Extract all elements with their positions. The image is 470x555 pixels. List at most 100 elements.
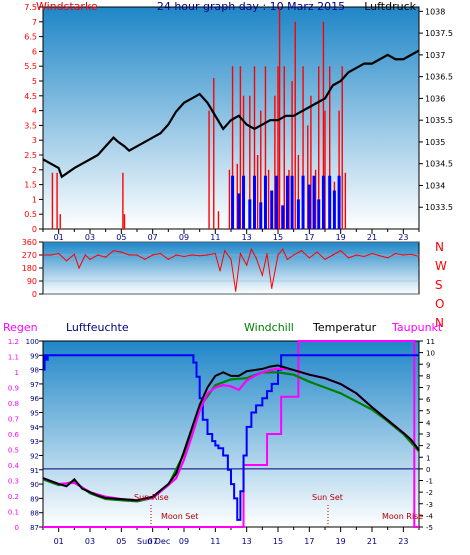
temperature-point	[42, 477, 44, 479]
pressure-y-tick-label: 1037.5	[425, 29, 453, 38]
pressure-point	[183, 102, 185, 104]
temperature-point	[73, 478, 75, 480]
pressure-y-tick-label: 1035.5	[425, 116, 453, 125]
temp-y-tick-label: 6	[426, 396, 431, 404]
pressure-y-tick-label: 1034.5	[425, 160, 453, 169]
luftdruck-label: Luftdruck	[364, 0, 416, 13]
wind-y-tick-label: 1.5	[24, 181, 37, 190]
temperatur-label: Temperatur	[312, 321, 377, 334]
pressure-point	[159, 132, 162, 134]
pressure-point	[277, 119, 279, 121]
direction-letter-o: O	[435, 297, 444, 311]
pressure-point	[167, 123, 169, 126]
temperature-point	[246, 370, 248, 372]
chart-title: 24 hour graph day : 10 Marz 2015	[157, 0, 345, 13]
pressure-point	[261, 123, 263, 126]
temp-y-tick-label: -3	[426, 501, 433, 509]
direction-point	[175, 254, 177, 256]
temperature-point	[238, 375, 240, 377]
temp-humidity-panel	[42, 340, 420, 528]
temperature-point	[183, 450, 185, 453]
time-tick-label: 09	[179, 537, 189, 546]
temperature-point	[199, 404, 201, 406]
direction-point	[379, 255, 381, 257]
pressure-point	[152, 136, 154, 139]
pressure-point	[61, 176, 63, 178]
direction-point	[316, 251, 318, 253]
pressure-point	[105, 145, 107, 147]
rain-y-tick-label: 0.1	[8, 509, 19, 517]
humidity-y-tick-label: 97	[30, 381, 39, 389]
direction-point	[340, 250, 342, 252]
pressure-point	[67, 171, 69, 174]
wind-y-tick-label: 4	[32, 107, 37, 116]
pressure-point	[81, 163, 83, 165]
pressure-y-tick-label: 1035	[425, 138, 445, 147]
pressure-point	[269, 119, 271, 121]
wind-y-tick-label: 2.5	[24, 151, 37, 160]
direction-point	[159, 252, 162, 255]
temperature-point	[167, 483, 169, 485]
wind-y-tick-label: 0.5	[24, 210, 37, 219]
sun-set-annotation: Sun Set	[312, 493, 343, 502]
temperature-point	[261, 368, 263, 370]
pressure-point	[73, 167, 75, 169]
time-tick-label: 09	[179, 233, 189, 242]
rain-y-tick-label: 0.6	[8, 431, 20, 439]
time-tick-label: 17	[304, 537, 314, 546]
direction-letter-w: W	[435, 259, 447, 273]
time-tick-label: 13	[242, 233, 252, 242]
direction-letter-n-bottom: N	[435, 316, 444, 330]
direction-point	[152, 254, 154, 256]
temperature-point	[105, 497, 107, 499]
wind-y-tick-label: 3.5	[24, 121, 37, 130]
time-tick-label: 03	[85, 537, 95, 546]
direction-point	[387, 257, 389, 259]
rain-y-tick-label: 0.4	[8, 462, 20, 470]
direction-point	[219, 270, 221, 272]
pressure-point	[144, 141, 146, 143]
pressure-point	[324, 97, 326, 100]
pressure-point	[191, 97, 193, 100]
direction-point	[206, 254, 209, 256]
direction-point	[308, 257, 310, 259]
pressure-y-tick-label: 1038	[425, 7, 445, 16]
temperature-point	[120, 498, 122, 500]
direction-point	[50, 254, 52, 256]
direction-point	[230, 258, 232, 260]
direction-point	[58, 252, 60, 255]
direction-point	[136, 254, 138, 256]
temperature-point	[191, 427, 193, 429]
temperature-point	[269, 365, 271, 368]
temp-y-tick-label: 5	[426, 408, 430, 416]
temperature-point	[371, 406, 373, 408]
rain-y-tick-label: 0.2	[8, 493, 19, 501]
pressure-point	[214, 115, 216, 117]
temp-y-tick-label: 0	[426, 466, 430, 474]
direction-point	[144, 258, 146, 260]
time-tick-label: 13	[242, 537, 252, 546]
humidity-y-tick-label: 96	[30, 395, 39, 403]
direction-point	[261, 274, 263, 276]
temperature-point	[355, 392, 357, 394]
temperature-point	[410, 439, 412, 441]
pressure-point	[58, 167, 60, 169]
temperature-point	[230, 375, 232, 377]
humidity-y-tick-label: 100	[26, 338, 39, 346]
moon-set-annotation-left: Moon Set	[161, 512, 198, 521]
direction-point	[266, 252, 268, 255]
sun-dec-annotation: Sun Dec	[137, 537, 170, 546]
temperature-point	[253, 369, 256, 371]
temperature-line	[42, 364, 420, 502]
rain-y-tick-label: 1.1	[8, 354, 19, 362]
taupunkt-label: Taupunkt	[391, 321, 443, 334]
direction-point	[271, 287, 273, 289]
direction-point	[324, 258, 326, 260]
temperature-point	[222, 371, 224, 373]
temp-y-tick-label: 3	[426, 431, 430, 439]
temperature-point	[418, 449, 420, 451]
rain-y-tick-label: 0.7	[8, 416, 19, 424]
wind-y-tick-label: 7	[32, 18, 37, 27]
humidity-y-tick-label: 87	[30, 524, 39, 532]
